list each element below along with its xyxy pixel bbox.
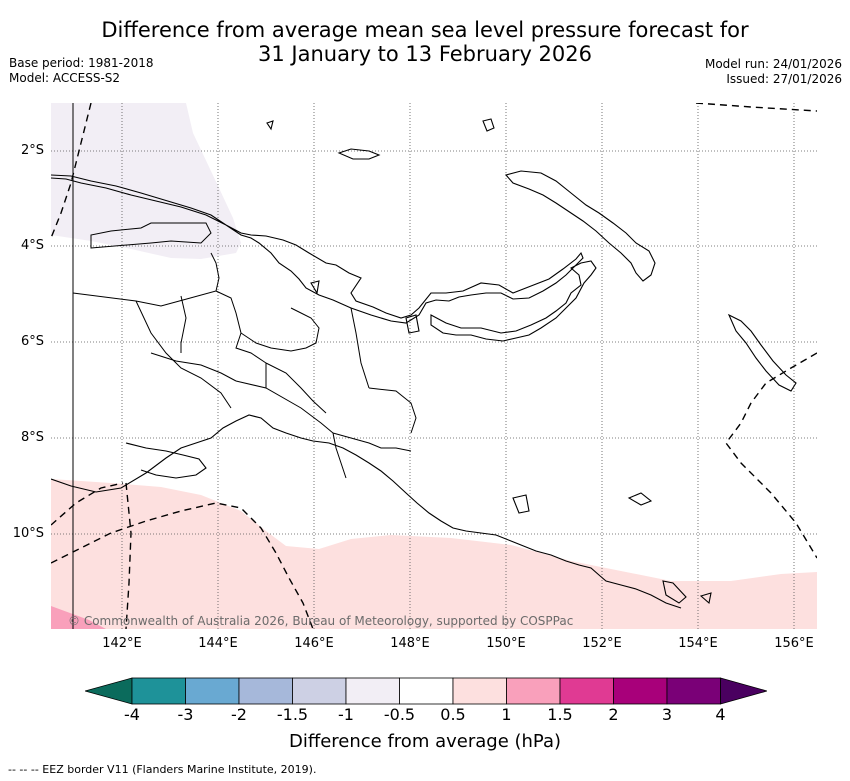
colorbar-swatch-0 xyxy=(85,677,133,705)
cb-tick-1: -3 xyxy=(177,705,194,724)
colorbar xyxy=(85,677,767,705)
coast-new-ireland xyxy=(505,170,656,282)
lon-label-152e: 152°E xyxy=(582,636,622,651)
cb-tick-7: 1 xyxy=(501,705,512,724)
lon-label-144e: 144°E xyxy=(198,636,238,651)
lat-label-2s: 2°S xyxy=(20,143,44,158)
colorbar-swatch-6 xyxy=(399,677,454,705)
cb-tick-8: 1.5 xyxy=(547,705,573,724)
lon-label-156e: 156°E xyxy=(774,636,814,651)
colorbar-swatch-11 xyxy=(666,677,721,705)
colorbar-title: Difference from average (hPa) xyxy=(288,731,562,752)
anomaly-area-minus-half xyxy=(51,103,241,259)
coast-new-guinea xyxy=(51,174,584,324)
cb-tick-11: 4 xyxy=(715,705,726,724)
chart-title: Difference from average mean sea level p… xyxy=(0,18,850,66)
coastlines xyxy=(51,118,797,609)
lat-label-4s: 4°S xyxy=(20,238,44,253)
lon-label-148e: 148°E xyxy=(390,636,430,651)
anomaly-area-plus-one xyxy=(51,606,106,629)
cb-tick-0: -4 xyxy=(124,705,140,724)
model-run: Model run: 24/01/2026 xyxy=(704,57,842,71)
copyright-notice: © Commonwealth of Australia 2026, Bureau… xyxy=(68,614,574,628)
coast-bougainville xyxy=(727,313,797,392)
colorbar-swatch-2 xyxy=(185,677,240,705)
borders xyxy=(72,103,417,629)
colorbar-swatch-12 xyxy=(720,677,767,705)
map-area xyxy=(51,103,817,629)
colorbar-swatch-3 xyxy=(238,677,293,705)
title-line-2: 31 January to 13 February 2026 xyxy=(257,42,592,66)
cb-tick-6: 0.5 xyxy=(440,705,466,724)
lat-label-10s: 10°S xyxy=(12,526,44,541)
colorbar-swatch-1 xyxy=(131,677,186,705)
cb-tick-10: 3 xyxy=(661,705,673,724)
issued-date: Issued: 27/01/2026 xyxy=(726,72,842,86)
coast-south-papua xyxy=(51,414,682,609)
coast-new-britain xyxy=(430,260,597,342)
cb-tick-5: -0.5 xyxy=(383,705,416,724)
lon-label-150e: 150°E xyxy=(486,636,526,651)
colorbar-swatch-7 xyxy=(452,677,507,705)
coast-manus xyxy=(337,148,381,160)
cb-tick-9: 2 xyxy=(608,705,619,724)
cb-tick-4: -1 xyxy=(338,705,354,724)
coast-islands xyxy=(266,118,712,605)
anomaly-area-plus-half xyxy=(51,479,817,629)
coast-gulf-detail xyxy=(125,442,207,479)
lat-label-6s: 6°S xyxy=(20,334,44,349)
graticule xyxy=(51,103,817,629)
base-period: Base period: 1981-2018 xyxy=(9,56,154,70)
colorbar-swatch-10 xyxy=(613,677,668,705)
cb-tick-2: -2 xyxy=(231,705,247,724)
lon-label-154e: 154°E xyxy=(678,636,718,651)
cb-tick-3: -1.5 xyxy=(276,705,309,724)
colorbar-swatch-9 xyxy=(559,677,614,705)
base-info: Base period: 1981-2018 Model: ACCESS-S2 xyxy=(9,56,154,86)
lat-label-8s: 8°S xyxy=(20,430,44,445)
eez-footnote: -- -- -- EEZ border V11 (Flanders Marine… xyxy=(8,763,317,776)
run-info: Model run: 24/01/2026 Issued: 27/01/2026 xyxy=(705,57,842,87)
map-svg xyxy=(51,103,817,629)
model-name: Model: ACCESS-S2 xyxy=(9,71,121,85)
title-line-1: Difference from average mean sea level p… xyxy=(101,18,749,42)
colorbar-swatch-8 xyxy=(506,677,561,705)
colorbar-swatch-4 xyxy=(292,677,347,705)
lon-label-146e: 146°E xyxy=(294,636,334,651)
eez-borders xyxy=(51,103,817,629)
colorbar-swatch-5 xyxy=(345,677,400,705)
lon-label-142e: 142°E xyxy=(102,636,142,651)
